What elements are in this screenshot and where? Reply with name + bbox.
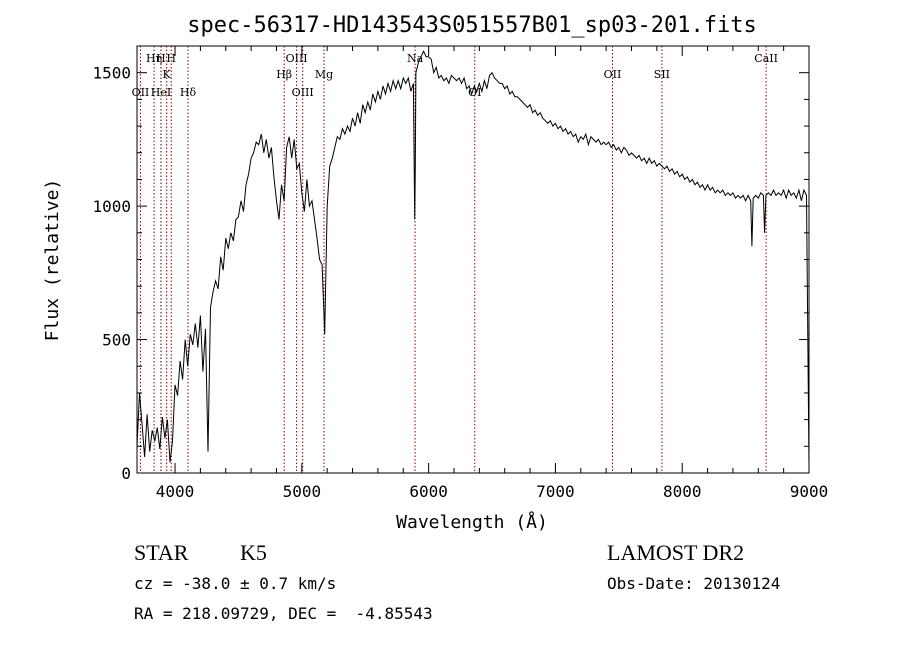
coordinates-text: RA = 218.09729, DEC = -4.85543 [134,604,433,623]
object-class: STAR [134,540,189,565]
x-tick-label: 7000 [536,482,575,501]
obs-date: Obs-Date: 20130124 [607,574,781,593]
plot-frame [136,45,810,474]
x-tick-label: 9000 [790,482,829,501]
marker-label: Hη [146,52,162,65]
marker-label: K [163,68,172,81]
y-tick-label: 1000 [92,197,131,216]
marker-label: HeI [151,86,171,99]
spectrum-line [136,50,810,468]
marker-label: OII [132,86,150,99]
marker-label: OIII [286,52,308,65]
chart-title: spec-56317-HD143543S051557B01_sp03-201.f… [187,13,757,38]
marker-label: OIII [292,86,314,99]
x-axis-label: Wavelength (Å) [396,511,548,533]
axis-ticks: 4000 5000 6000 7000 8000 9000 0 500 1000 1500 [92,46,828,501]
marker-label: Hδ [180,86,197,99]
y-tick-label: 1500 [92,64,131,83]
marker-label: CaII [754,52,778,65]
marker-label: Na [407,52,424,65]
marker-label: Mg [315,68,333,81]
marker-label: OII [604,68,622,81]
object-subclass: K5 [240,540,267,565]
marker-label: H [156,52,166,65]
marker-label: H [166,52,176,65]
marker-label: Hβ [276,68,292,81]
x-tick-label: 6000 [409,482,448,501]
marker-label: OI [468,86,481,99]
x-tick-label: 8000 [663,482,702,501]
y-tick-label: 0 [121,464,131,483]
y-tick-label: 500 [102,331,131,350]
redshift-text: cz = -38.0 ± 0.7 km/s [134,574,337,593]
survey-name: LAMOST DR2 [607,540,745,565]
y-axis-label: Flux (relative) [42,179,63,342]
x-tick-label: 4000 [156,482,195,501]
marker-label: SII [654,68,670,81]
x-tick-label: 5000 [283,482,322,501]
